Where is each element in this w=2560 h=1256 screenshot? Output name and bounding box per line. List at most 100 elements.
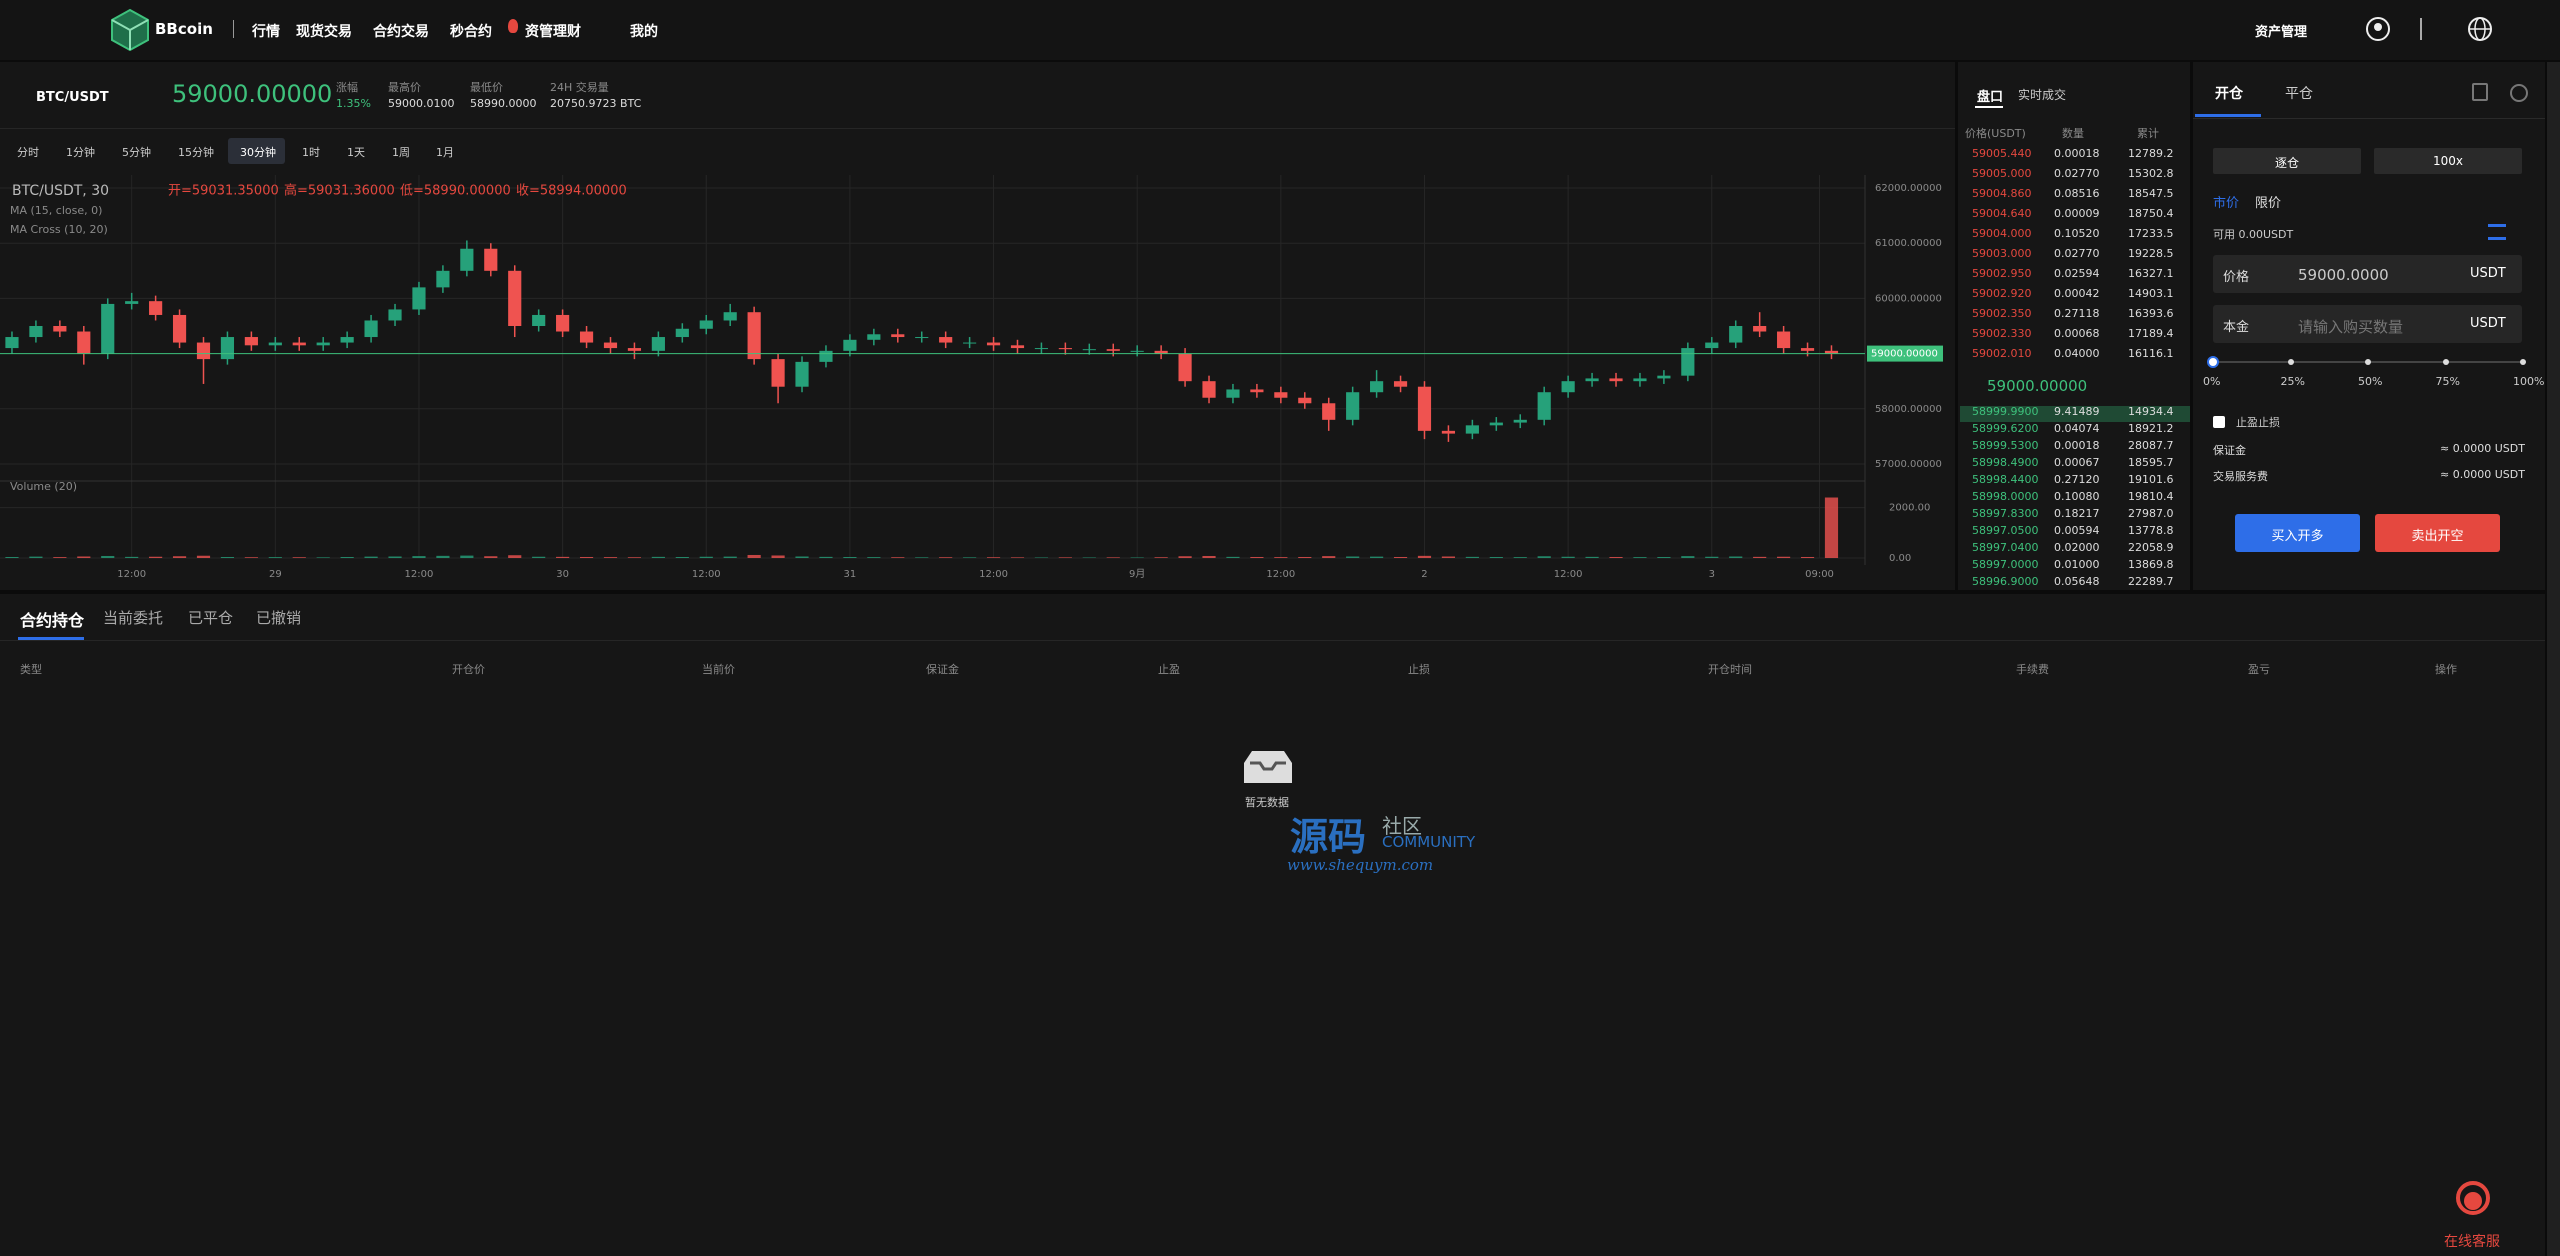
x-tick-label: 31 [844,569,857,580]
info-label: 交易服务费 [2213,470,2268,483]
kline-chart: 57000.00000 58000.00000 60000.00000 61000.0… [0,175,1943,580]
book-amount: 0.00068 [2054,327,2100,340]
book-total: 12789.2 [2128,147,2174,160]
position-tab[interactable]: 合约持仓 [20,611,85,630]
option-button[interactable] [2213,148,2361,174]
logo-icon[interactable] [108,8,152,52]
column-header: 止盈 [1158,663,1180,676]
input-field[interactable] [2213,305,2522,343]
settings-icon [2510,84,2528,102]
book-total: 19101.6 [2128,473,2174,486]
trade-tab[interactable]: 开仓 [2215,86,2243,102]
action-button[interactable] [2375,514,2500,552]
slider-knob[interactable] [2287,359,2294,365]
action-label: 卖出开空 [2411,529,2464,544]
nav-item[interactable]: 资管理财 [525,24,581,40]
column-header: 操作 [2435,663,2457,676]
volume-bar [1561,556,1575,558]
book-total: 16393.6 [2128,307,2174,320]
candle-body [532,314,546,326]
volume-bar [1298,556,1312,558]
slider-knob[interactable] [2365,359,2371,365]
book-tab[interactable]: 实时成交 [2018,88,2067,102]
swap-icon[interactable] [2488,224,2506,240]
user-icon[interactable] [2365,16,2391,42]
interval-tab[interactable]: 15分钟 [178,146,214,159]
logo-text[interactable]: BBcoin [155,20,213,38]
order-type[interactable]: 市价 [2213,196,2240,211]
volume-bar [986,557,1001,558]
volume-bar [1465,556,1479,558]
order-type[interactable]: 限价 [2255,196,2282,211]
interval-tab[interactable]: 1天 [347,146,365,159]
support-icon[interactable] [2450,1175,2496,1221]
volume-bar [149,556,163,558]
interval-tab[interactable]: 5分钟 [122,146,151,159]
position-tab[interactable]: 当前委托 [103,609,164,627]
empty-icon [1244,751,1292,783]
trade-tab[interactable]: 平仓 [2285,86,2313,102]
candle-body [364,320,378,338]
checkbox[interactable] [2213,416,2225,428]
volume-bar [1370,556,1384,558]
interval-tab[interactable]: 1分钟 [66,146,95,159]
position-tab[interactable]: 已平仓 [188,609,234,627]
volume-bar [1417,555,1432,558]
nav-item[interactable]: 秒合约 [450,24,492,40]
candle-body [1705,342,1719,349]
support-label[interactable]: 在线客服 [2444,1234,2500,1250]
candle-body [29,326,43,338]
slider-knob[interactable] [2207,356,2219,368]
symbol-selector[interactable]: BTC/USDT [36,90,109,105]
slider-label: 75% [2435,375,2460,388]
interval-tab[interactable]: 1月 [436,146,454,159]
option-button[interactable] [2374,148,2522,174]
candle-body [1800,348,1815,351]
volume-bar [101,555,115,558]
option-label: 100x [2432,154,2463,168]
candle-body [244,337,258,346]
book-amount: 0.00067 [2054,456,2100,469]
input-value: 59000.0000 [2298,266,2389,284]
nav-item[interactable]: 行情 [252,24,280,40]
interval-tab[interactable]: 30分钟 [240,146,276,159]
book-tab[interactable]: 盘口 [1977,90,2004,105]
interval-tab[interactable]: 1周 [392,146,410,159]
settings-icon [2472,83,2488,101]
nav-item[interactable]: 现货交易 [296,24,352,40]
nav-item[interactable]: 合约交易 [373,24,429,40]
interval-tab[interactable]: 1时 [302,146,320,159]
volume-tick-label: 0.00 [1889,553,1911,564]
book-price: 58997.0500 [1972,524,2039,537]
position-tab[interactable]: 已撤销 [256,609,302,627]
stat-value: 1.35% [336,97,371,110]
candle-body [1465,425,1479,434]
volume-bar [196,555,211,558]
candle-body [1370,381,1384,393]
interval-tab[interactable]: 分时 [17,146,39,159]
volume-bar [316,557,330,558]
legend-ohlc: 开=59031.35000 [168,184,279,199]
column-header: 开仓时间 [1708,663,1752,676]
candle-body [460,248,474,271]
slider-knob[interactable] [2442,359,2449,365]
stat-value: 58990.0000 [470,97,537,110]
asset-menu[interactable]: 资产管理 [2255,25,2308,40]
nav-item[interactable]: 我的 [630,24,658,40]
candle-body [1657,375,1671,379]
x-tick-label: 12:00 [979,569,1008,580]
slider-knob[interactable] [2520,359,2526,365]
input-field[interactable] [2213,255,2522,293]
book-amount: 0.18217 [2054,507,2100,520]
volume-bar [747,554,761,558]
stat-label: 最低价 [470,81,503,94]
action-button[interactable] [2235,514,2360,552]
candle-body [1777,331,1791,349]
volume-bar [1034,557,1049,558]
x-tick-label: 9月 [1129,568,1145,580]
candle-body [220,337,235,360]
divider [233,20,234,38]
book-amount: 0.02594 [2054,267,2100,280]
x-tick-label: 09:00 [1805,569,1834,580]
language-icon[interactable] [2467,16,2493,42]
